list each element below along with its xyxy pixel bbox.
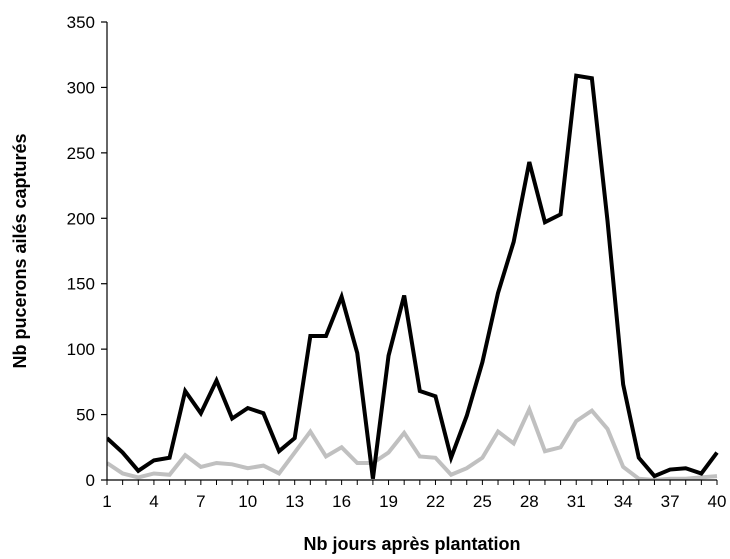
y-tick-label: 100 [67,340,95,359]
y-tick-label: 250 [67,144,95,163]
y-tick-label: 50 [76,406,95,425]
x-axis-title: Nb jours après plantation [303,534,520,554]
y-ticks: 0 50 100 150 200 250 300 350 [67,13,107,490]
plot-area [107,73,719,480]
x-tick-label: 22 [426,492,445,511]
series-line-black [107,73,719,479]
x-tick-label: 7 [196,492,205,511]
x-tick-label: 28 [520,492,539,511]
series-line-grey [107,404,718,480]
x-tick-label: 19 [379,492,398,511]
x-tick-label: 4 [149,492,158,511]
x-tick-label: 16 [332,492,351,511]
x-tick-label: 10 [238,492,257,511]
y-tick-label: 350 [67,13,95,32]
x-tick-label: 40 [708,492,727,511]
x-ticks: 1 4 7 10 13 16 19 22 25 28 31 34 37 40 [102,480,726,511]
x-tick-label: 13 [285,492,304,511]
x-tick-label: 34 [614,492,633,511]
y-tick-label: 0 [86,471,95,490]
y-tick-label: 150 [67,275,95,294]
y-tick-label: 300 [67,78,95,97]
y-tick-label: 200 [67,209,95,228]
x-tick-label: 31 [567,492,586,511]
axes [106,22,717,481]
y-axis-title: Nb pucerons ailés capturés [10,133,30,368]
x-tick-label: 37 [661,492,680,511]
x-tick-label: 1 [102,492,111,511]
x-tick-label: 25 [473,492,492,511]
